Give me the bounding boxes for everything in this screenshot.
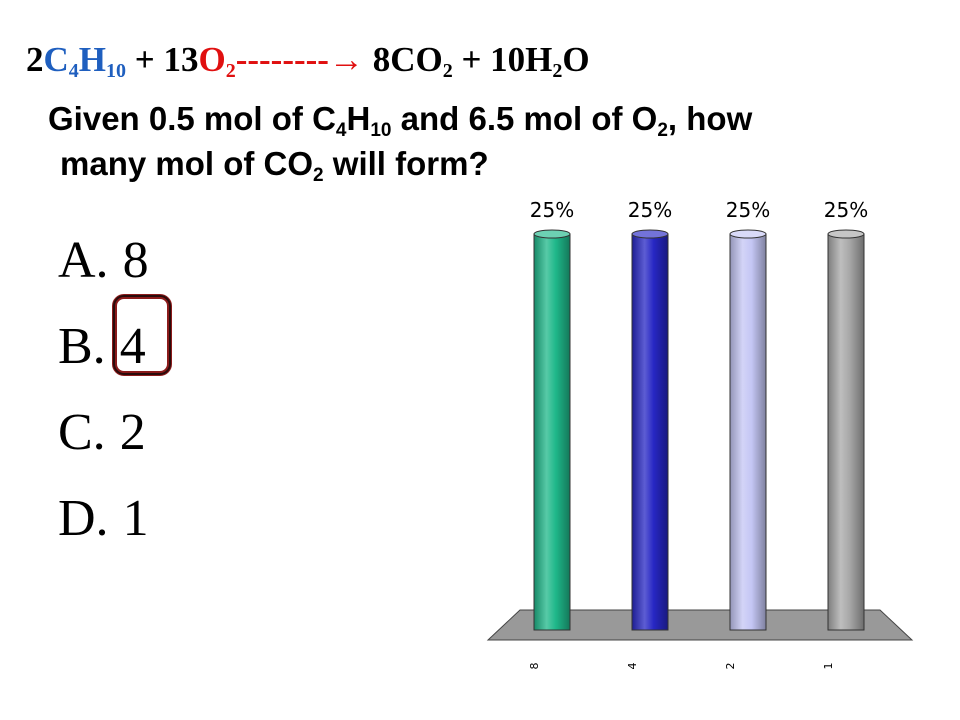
question-part: H bbox=[346, 100, 371, 137]
answer-letter: D. bbox=[58, 490, 109, 547]
answer-letter: A. bbox=[58, 232, 109, 289]
bar-value-label: 25% bbox=[530, 198, 574, 222]
chemical-equation: 2C4H10 + 13O2--------→ 8CO2 + 10H2O bbox=[26, 40, 590, 82]
question-part: Given 0.5 mol of C bbox=[48, 100, 336, 137]
bar-value-label: 25% bbox=[726, 198, 770, 222]
eq-product-o: O bbox=[562, 40, 590, 79]
eq-plus-13: + 13 bbox=[126, 40, 199, 79]
eq-product-h2o-sub: 2 bbox=[552, 60, 563, 82]
eq-hydrogen: H bbox=[78, 40, 107, 79]
answer-value: 2 bbox=[119, 404, 146, 461]
question-sub: 4 bbox=[335, 120, 347, 141]
question-sub: 2 bbox=[657, 120, 668, 141]
answer-value: 1 bbox=[122, 490, 149, 547]
question-part: and 6.5 mol of O bbox=[391, 100, 658, 137]
eq-carbon: C bbox=[43, 40, 69, 79]
question-line-1: Given 0.5 mol of C4H10 and 6.5 mol of O2… bbox=[48, 100, 753, 140]
x-tick-label: 8 bbox=[528, 663, 541, 670]
question-sub: 10 bbox=[370, 120, 392, 141]
bar-top-2 bbox=[729, 229, 767, 239]
answer-option-d[interactable]: D. 1 bbox=[58, 488, 149, 574]
bar-1 bbox=[827, 233, 865, 631]
question-text: Given 0.5 mol of C4H10 and 6.5 mol of O2… bbox=[48, 96, 928, 186]
x-tick-label: 2 bbox=[724, 663, 737, 670]
answer-option-b[interactable]: B. 4 bbox=[58, 316, 149, 402]
eq-carbon-sub: 4 bbox=[68, 60, 79, 82]
answer-letter: C. bbox=[58, 404, 106, 461]
question-sub: 2 bbox=[313, 165, 324, 186]
bar-top-8 bbox=[533, 229, 571, 239]
x-tick-label: 4 bbox=[626, 663, 639, 670]
bar-2 bbox=[729, 233, 767, 631]
answer-value: 4 bbox=[119, 318, 146, 375]
answer-list: A. 8 B. 4 C. 2 D. 1 bbox=[58, 230, 149, 574]
eq-arrow: --------→ bbox=[235, 40, 364, 79]
question-part: many mol of CO bbox=[60, 145, 314, 182]
answer-option-c[interactable]: C. 2 bbox=[58, 402, 149, 488]
eq-oxygen-sub: 2 bbox=[225, 60, 236, 82]
eq-hydrogen-sub: 10 bbox=[106, 60, 127, 82]
answer-option-a[interactable]: A. 8 bbox=[58, 230, 149, 316]
bar-4 bbox=[631, 233, 669, 631]
answer-letter: B. bbox=[58, 318, 106, 375]
answer-value: 8 bbox=[122, 232, 149, 289]
eq-coefficient: 2 bbox=[26, 40, 44, 79]
eq-product-co2: 8CO bbox=[363, 40, 443, 79]
x-tick-label: 1 bbox=[822, 663, 835, 670]
eq-product-h2o: + 10H bbox=[452, 40, 553, 79]
bar-value-label: 25% bbox=[628, 198, 672, 222]
bar-top-4 bbox=[631, 229, 669, 239]
bar-8 bbox=[533, 233, 571, 631]
correct-answer-highlight bbox=[112, 294, 172, 376]
eq-oxygen: O bbox=[198, 40, 226, 79]
response-bar-chart: 25% 8 25% 4 25% 2 25% 1 bbox=[486, 198, 914, 670]
question-part: will form? bbox=[323, 145, 489, 182]
question-line-2: many mol of CO2 will form? bbox=[48, 141, 928, 186]
eq-product-co2-sub: 2 bbox=[442, 60, 453, 82]
bar-top-1 bbox=[827, 229, 865, 239]
bar-value-label: 25% bbox=[824, 198, 868, 222]
question-part: , how bbox=[667, 100, 753, 137]
